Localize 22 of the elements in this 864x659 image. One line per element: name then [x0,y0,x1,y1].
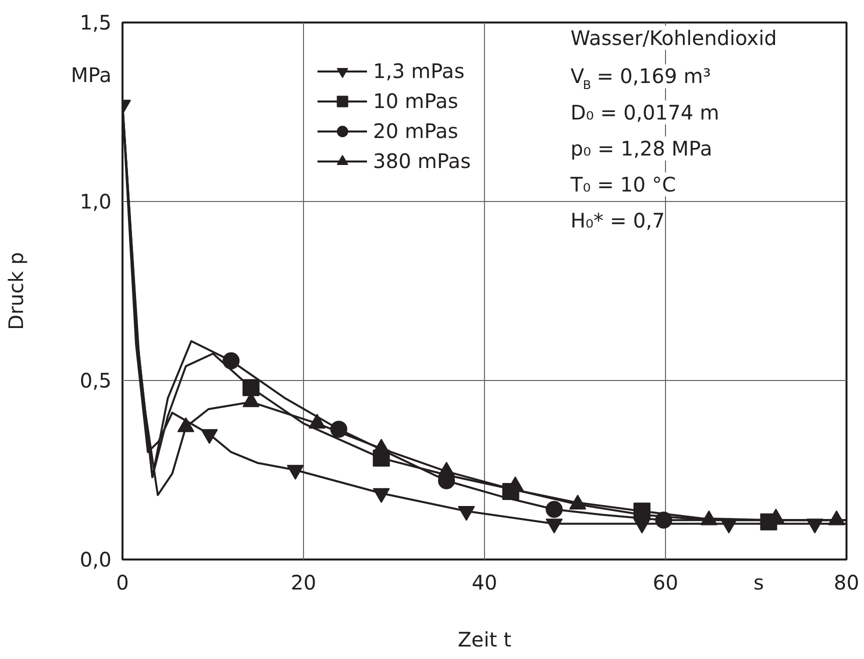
y-tick-label: 1,0 [80,190,112,214]
annotation: D₀ = 0,0174 m [570,100,720,124]
legend-label: 1,3 mPas [373,59,464,83]
y-tick-label: 0,0 [80,548,112,572]
x-tick-label: 0 [116,570,129,594]
annotation: H₀* = 0,7 [570,208,665,232]
x-tick-label: 40 [472,570,498,594]
annotation: T₀ = 10 °C [569,172,676,196]
legend-label: 10 mPas [373,89,458,113]
annotation: Wasser/Kohlendioxid [570,26,777,50]
text: MPa [70,63,112,88]
x-tick-label: 80 [834,570,860,594]
text: s [754,570,764,594]
legend-label: 380 mPas [373,149,471,173]
x-tick-label: 60 [652,570,678,594]
y-tick-label: 0,5 [80,368,112,392]
x-axis-title: Zeit t [458,628,512,652]
legend-label: 20 mPas [373,119,458,143]
y-tick-label: 1,5 [80,10,112,34]
y-axis-title: Druck p [4,252,28,330]
annotation: p₀ = 1,28 MPa [570,136,712,161]
x-tick-label: 20 [290,570,316,594]
